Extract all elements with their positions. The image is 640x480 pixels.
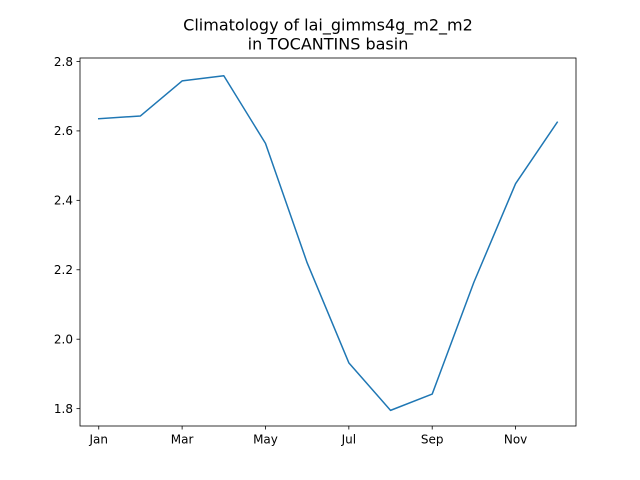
y-tick-label: 2.6 [54, 124, 73, 138]
x-tick-label: Mar [171, 433, 194, 447]
y-tick-label: 2.4 [54, 194, 73, 208]
chart-title-line-2: in TOCANTINS basin [248, 35, 409, 54]
x-tick-label: May [253, 433, 278, 447]
chart-title-line-1: Climatology of lai_gimms4g_m2_m2 [183, 16, 473, 36]
y-tick-label: 2.8 [54, 55, 73, 69]
axes-frame [79, 57, 577, 427]
y-tick-label: 2.2 [54, 263, 73, 277]
y-tick-label: 1.8 [54, 402, 73, 416]
y-tick-label: 2.0 [54, 333, 73, 347]
x-tick-label: Jan [89, 433, 109, 447]
plot-area: Jan Mar May Jul Sep Nov 1.8 2.0 2.2 2.4 2.6 2.8 [54, 55, 577, 447]
series-line-0 [97, 74, 559, 412]
x-tick-label: Nov [504, 433, 527, 447]
x-tick-label: Jul [341, 433, 356, 447]
x-tick-label: Sep [421, 433, 444, 447]
